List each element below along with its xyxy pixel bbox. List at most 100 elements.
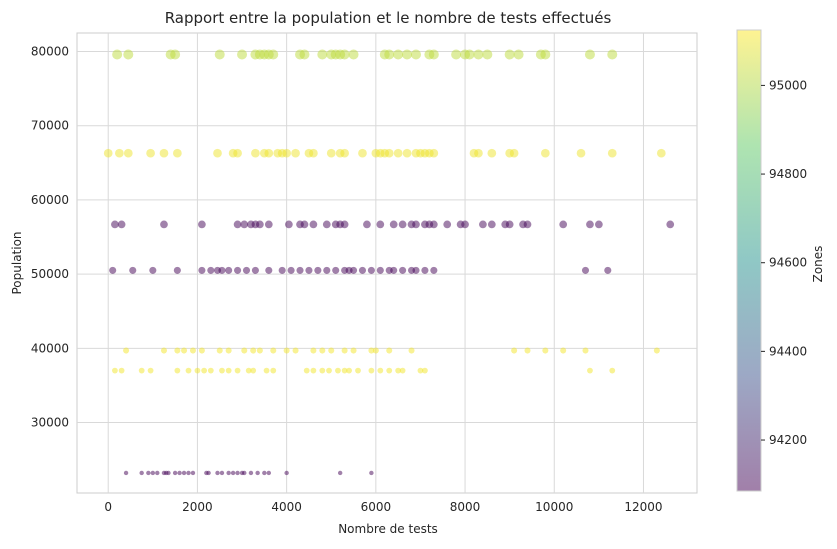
data-point xyxy=(428,49,439,60)
data-point xyxy=(234,266,242,274)
data-point xyxy=(607,148,617,158)
data-point xyxy=(285,220,293,229)
data-point xyxy=(384,148,394,158)
data-point xyxy=(607,49,618,60)
data-point xyxy=(283,347,290,354)
colorbar-label: Zones xyxy=(811,246,825,283)
data-point xyxy=(317,49,328,60)
data-point xyxy=(346,367,352,374)
data-point xyxy=(139,470,144,476)
data-point xyxy=(595,220,603,229)
data-point xyxy=(363,220,371,229)
data-point xyxy=(513,49,524,60)
data-point xyxy=(358,148,367,158)
colorbar-ticks: 94200 94400 94600 94800 95000 xyxy=(761,78,807,447)
colorbar-tick-label: 94400 xyxy=(769,344,807,358)
y-tick-label: 30000 xyxy=(31,416,69,430)
data-point xyxy=(410,49,421,60)
x-tick-label: 0 xyxy=(104,500,112,514)
data-point xyxy=(112,49,123,60)
data-point xyxy=(241,347,248,354)
data-point xyxy=(147,367,154,374)
data-point xyxy=(225,266,233,274)
data-point xyxy=(393,148,403,158)
data-point xyxy=(323,266,331,274)
data-point xyxy=(123,347,130,354)
data-point xyxy=(451,49,462,60)
data-point xyxy=(262,470,267,476)
data-point xyxy=(341,347,348,354)
data-point xyxy=(117,220,126,229)
data-point xyxy=(540,49,551,60)
data-point xyxy=(339,49,350,60)
data-point xyxy=(656,148,666,158)
y-tick-label: 70000 xyxy=(31,119,69,133)
data-point xyxy=(266,470,271,476)
data-point xyxy=(268,49,279,60)
plot-area xyxy=(76,32,698,494)
data-point xyxy=(609,367,616,374)
data-point xyxy=(264,148,274,158)
data-point xyxy=(123,49,134,60)
data-point xyxy=(322,220,331,229)
data-point xyxy=(560,347,567,354)
data-point xyxy=(504,49,515,60)
data-point xyxy=(230,470,236,476)
data-point xyxy=(201,367,208,374)
data-point xyxy=(487,148,497,158)
data-point xyxy=(443,220,452,229)
data-point xyxy=(265,266,273,274)
data-point xyxy=(218,266,226,274)
data-point xyxy=(159,148,169,158)
data-point xyxy=(340,220,349,229)
data-point xyxy=(256,220,264,229)
x-tick-label: 2000 xyxy=(182,500,213,514)
data-point xyxy=(299,49,310,60)
data-point xyxy=(146,148,155,158)
data-point xyxy=(384,49,395,60)
y-tick-label: 80000 xyxy=(31,45,69,59)
data-point xyxy=(173,266,181,274)
data-point xyxy=(402,49,413,60)
data-point xyxy=(422,367,428,374)
data-point xyxy=(389,220,398,229)
data-point xyxy=(255,470,260,476)
data-point xyxy=(377,367,384,374)
data-point xyxy=(270,347,277,354)
data-point xyxy=(429,220,438,229)
x-tick-label: 12000 xyxy=(624,500,662,514)
data-point xyxy=(109,266,117,274)
data-point xyxy=(214,49,225,60)
data-point xyxy=(341,367,348,374)
data-point xyxy=(412,266,420,274)
x-tick-label: 4000 xyxy=(271,500,302,514)
data-point xyxy=(146,470,151,476)
data-point xyxy=(160,347,167,354)
data-point xyxy=(250,367,257,374)
data-point xyxy=(123,148,133,158)
data-point xyxy=(129,266,137,274)
data-point xyxy=(474,148,483,158)
data-points xyxy=(103,49,675,476)
data-point xyxy=(242,266,251,274)
data-point xyxy=(250,347,257,354)
data-point xyxy=(149,266,157,274)
data-point xyxy=(234,367,241,374)
data-point xyxy=(240,220,249,229)
x-tick-label: 6000 xyxy=(361,500,392,514)
data-point xyxy=(367,266,375,274)
data-point xyxy=(103,148,113,158)
data-point xyxy=(666,220,675,229)
data-point xyxy=(181,347,188,354)
data-point xyxy=(509,148,519,158)
chart-title: Rapport entre la population et le nombre… xyxy=(165,9,612,27)
data-point xyxy=(482,49,493,60)
data-point xyxy=(523,220,532,229)
data-point xyxy=(226,470,231,476)
x-tick-label: 10000 xyxy=(535,500,573,514)
data-point xyxy=(112,367,118,374)
data-point xyxy=(386,367,393,374)
data-point xyxy=(464,49,475,60)
y-tick-label: 40000 xyxy=(31,341,69,355)
data-point xyxy=(174,367,181,374)
